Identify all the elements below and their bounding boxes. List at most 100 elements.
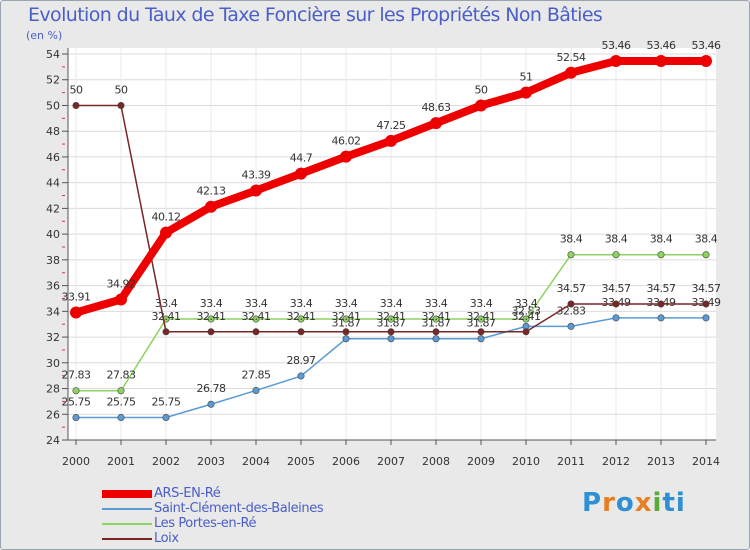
data-label: 42.13 xyxy=(197,185,226,198)
data-label: 34.57 xyxy=(647,282,676,295)
legend-swatch xyxy=(102,522,152,525)
data-label: 31.87 xyxy=(467,317,496,330)
data-point xyxy=(657,251,665,259)
data-label: 34.57 xyxy=(602,282,631,295)
data-point xyxy=(252,386,260,394)
legend-swatch xyxy=(102,537,152,540)
x-tick-label: 2003 xyxy=(197,455,225,468)
data-point xyxy=(432,315,440,323)
data-point xyxy=(72,101,80,109)
data-label: 38.4 xyxy=(650,233,673,246)
x-tick-label: 2007 xyxy=(377,455,405,468)
series-2: 27.83 27.83 33.4 33.4 33.4 33.4 33.4 33.4 33.4 33… xyxy=(62,233,718,395)
data-point xyxy=(117,413,125,421)
x-tick-label: 2002 xyxy=(152,455,180,468)
x-tick-label: 2005 xyxy=(287,455,315,468)
x-tick-label: 2006 xyxy=(332,455,360,468)
data-point xyxy=(655,54,667,67)
legend-label: Les Portes-en-Ré xyxy=(154,516,257,531)
data-label: 33.4 xyxy=(290,297,313,310)
data-point xyxy=(477,315,485,323)
data-point xyxy=(207,315,215,323)
data-point xyxy=(567,251,575,259)
series-1: 25.75 25.75 25.75 26.78 27.85 28.97 31.87 31.87… xyxy=(62,296,721,421)
legend-item: Saint-Clément-des-Baleines xyxy=(102,501,324,516)
x-tick-label: 2001 xyxy=(107,455,135,468)
data-label: 33.4 xyxy=(200,297,223,310)
data-point xyxy=(387,335,395,343)
data-label: 31.87 xyxy=(377,317,406,330)
data-label: 53.46 xyxy=(602,39,631,52)
data-label: 53.46 xyxy=(647,39,676,52)
y-tick-label: 50 xyxy=(46,99,60,112)
y-tick-label: 24 xyxy=(46,434,60,447)
data-point xyxy=(477,328,485,336)
data-label: 38.4 xyxy=(695,233,718,246)
data-point xyxy=(117,101,125,109)
y-tick-label: 32 xyxy=(46,331,60,344)
data-point xyxy=(702,300,710,308)
legend-swatch xyxy=(102,507,152,510)
data-label: 32.41 xyxy=(152,310,181,323)
legend-item: ARS-EN-Ré xyxy=(102,486,323,501)
legend-label: Loix xyxy=(154,531,179,546)
data-point xyxy=(432,328,440,336)
data-label: 46.02 xyxy=(332,135,361,148)
data-label: 32.41 xyxy=(467,310,496,323)
data-label: 34.92 xyxy=(107,277,136,290)
plot-area xyxy=(68,48,716,440)
x-tick-label: 2009 xyxy=(467,455,495,468)
proxiti-logo: Proxiti xyxy=(582,488,686,518)
y-tick-label: 48 xyxy=(46,125,60,138)
data-point xyxy=(565,66,577,79)
data-point xyxy=(162,413,170,421)
y-tick-label: 34 xyxy=(46,305,60,318)
data-label: 44.7 xyxy=(290,152,313,165)
data-label: 50 xyxy=(70,83,83,96)
x-tick-label: 2013 xyxy=(647,455,675,468)
data-point xyxy=(612,251,620,259)
data-label: 38.4 xyxy=(560,233,583,246)
data-point xyxy=(610,54,622,67)
data-label: 53.46 xyxy=(692,39,721,52)
y-tick-label: 44 xyxy=(46,177,60,190)
data-point xyxy=(115,293,127,306)
data-point xyxy=(387,328,395,336)
y-tick-label: 42 xyxy=(46,202,60,215)
data-point xyxy=(475,99,487,112)
legend-item: Loix xyxy=(102,531,323,546)
data-label: 33.91 xyxy=(62,290,91,303)
data-point xyxy=(250,184,262,197)
data-label: 51 xyxy=(520,71,533,84)
x-tick-label: 2010 xyxy=(512,455,540,468)
data-point xyxy=(342,315,350,323)
data-point xyxy=(702,251,710,259)
y-tick-label: 54 xyxy=(46,48,60,61)
x-tick-label: 2000 xyxy=(62,455,90,468)
data-point xyxy=(207,400,215,408)
data-label: 52.54 xyxy=(557,51,586,64)
data-label: 27.85 xyxy=(242,368,271,381)
data-label: 27.83 xyxy=(107,369,136,382)
data-point xyxy=(657,300,665,308)
data-point xyxy=(70,306,82,319)
data-point xyxy=(520,86,532,99)
data-label: 40.12 xyxy=(152,211,181,224)
y-tick-label: 40 xyxy=(46,228,60,241)
data-label: 32.41 xyxy=(512,310,541,323)
data-point xyxy=(297,372,305,380)
y-tick-label: 46 xyxy=(46,151,60,164)
data-label: 32.41 xyxy=(242,310,271,323)
legend-swatch xyxy=(102,489,152,498)
data-label: 33.4 xyxy=(245,297,268,310)
series-0: 33.91 34.92 40.12 42.13 43.39 44.7 46.02 47.25 4… xyxy=(62,39,721,319)
x-tick-label: 2008 xyxy=(422,455,450,468)
data-label: 25.75 xyxy=(62,395,91,408)
legend-item: Les Portes-en-Ré xyxy=(102,516,323,531)
data-label: 33.4 xyxy=(470,297,493,310)
data-label: 34.57 xyxy=(557,282,586,295)
data-point xyxy=(522,328,530,336)
data-point xyxy=(385,134,397,147)
y-tick-label: 28 xyxy=(46,383,60,396)
